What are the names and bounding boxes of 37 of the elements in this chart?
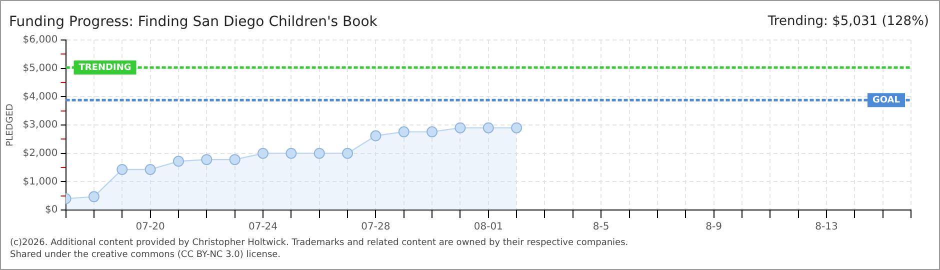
point: [172, 156, 184, 167]
text: Shared under the creative commons (CC BY-NC 3.0) license.: [10, 250, 281, 260]
point: [286, 148, 297, 159]
y-tick-label: $4,000: [22, 91, 58, 102]
point: [229, 154, 240, 166]
point: [482, 122, 494, 134]
y-tick-label: $3,000: [22, 120, 58, 131]
x-tick-label: 07-24: [248, 222, 278, 233]
point: [370, 130, 382, 142]
point: [116, 164, 128, 175]
x-tick-label: 08-01: [474, 222, 503, 233]
point: [144, 164, 156, 175]
point: [314, 148, 325, 159]
y-tick-label: $6,000: [22, 34, 58, 46]
point: [342, 148, 354, 159]
point: [511, 122, 522, 134]
x-tick-label: 07-28: [361, 222, 390, 233]
ref-line-label: TRENDING: [78, 62, 132, 73]
point: [398, 126, 410, 138]
text: Trending: $5,031 (128%): [768, 14, 929, 29]
y-tick-label: $0: [45, 204, 58, 216]
point: [258, 148, 269, 159]
y-tick-label: $2,000: [22, 148, 58, 159]
point: [88, 191, 100, 202]
x-tick-label: 07-20: [136, 222, 165, 233]
text: (c)2026. Additional content provided by Christopher Holtwick. Trademarks and related content are owned by their respective companies.: [10, 238, 628, 248]
ref-line-label: GOAL: [872, 95, 900, 106]
y-axis-title: PLEDGED: [6, 104, 16, 146]
x-tick-label: 8-5: [592, 222, 610, 233]
point: [454, 122, 466, 134]
chart-title: Funding Progress: Finding San Diego Children's Book: [9, 14, 378, 30]
point: [426, 126, 438, 138]
y-tick-label: $5,000: [22, 62, 58, 74]
x-tick-label: 8-9: [706, 222, 722, 233]
point: [201, 154, 212, 166]
y-tick-label: $1,000: [22, 176, 58, 188]
x-tick-label: 8-13: [815, 222, 838, 233]
